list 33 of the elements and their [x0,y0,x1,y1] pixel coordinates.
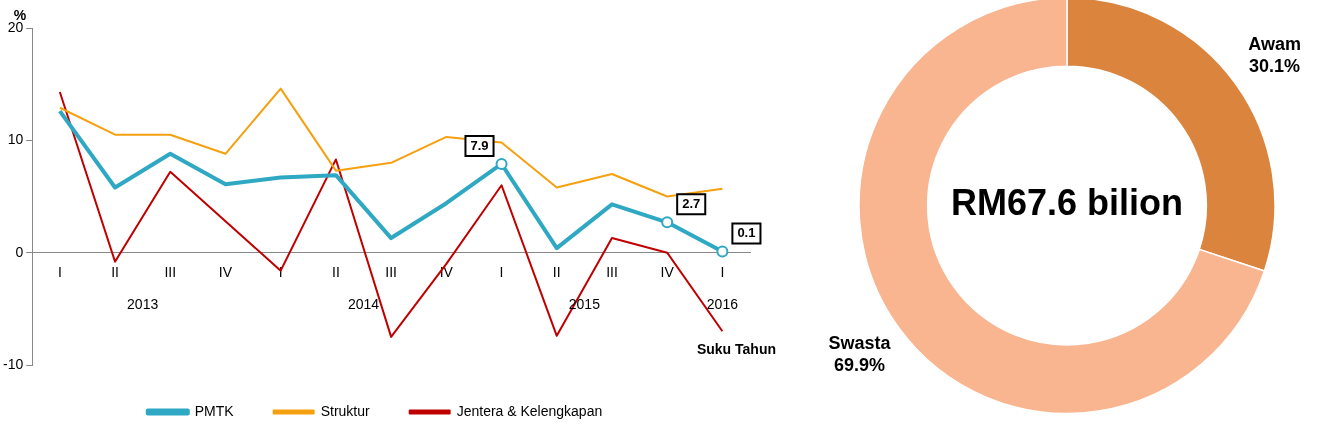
text: RM67.6 bilion [950,182,1184,224]
x-tick-label: III [606,263,618,280]
legend-label: PMTK [194,402,235,419]
annotation: 2013 [127,295,159,312]
x-tick-label: II [552,263,561,280]
x-tick-label: I [57,263,62,280]
y-tick-label: -10 [3,355,24,372]
x-tick-label: III [164,263,177,280]
slice-label: Awam [1248,33,1301,54]
annotation: 2014 [347,295,380,312]
x-tick-label: IV [660,263,675,280]
y-tick-label: 0 [15,243,24,260]
annotation: 2016 [706,295,739,312]
x-tick-label: IV [218,263,233,280]
x-tick-label: I [499,263,504,280]
y-tick-label: 10 [7,131,24,148]
data-label: 69.9% [833,355,885,376]
slice-label: Swasta [828,333,892,354]
point [661,216,674,229]
data-label: 2.7 [682,195,701,211]
data-label: 30.1% [1249,55,1301,76]
data-label: 7.9 [470,137,489,153]
legend-label: Struktur [320,402,371,419]
point [716,245,729,258]
x-axis-title: Suku Tahun [696,341,776,358]
legend-label: Jentera & Kelengkapan [456,402,603,419]
data-label: 0.1 [737,225,756,241]
point [495,157,508,170]
x-tick-label: II [332,263,340,280]
y-axis-title: % [13,6,27,23]
x-tick-label: I [720,263,725,280]
x-tick-label: II [111,263,119,280]
x-tick-label: III [385,263,397,280]
